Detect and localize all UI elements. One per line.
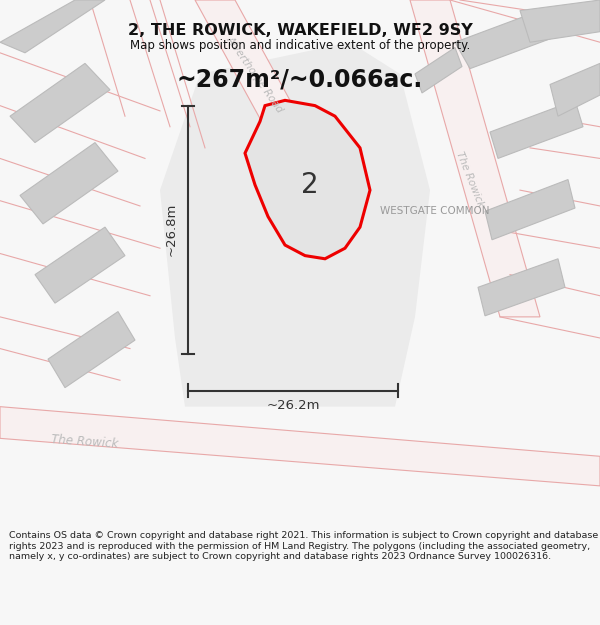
Text: WESTGATE COMMON: WESTGATE COMMON xyxy=(380,206,490,216)
Polygon shape xyxy=(20,142,118,224)
Text: ~26.8m: ~26.8m xyxy=(165,203,178,256)
Polygon shape xyxy=(0,407,600,486)
Polygon shape xyxy=(0,0,105,52)
Polygon shape xyxy=(478,259,565,316)
Text: Alverthorpe Road: Alverthorpe Road xyxy=(225,34,285,114)
Polygon shape xyxy=(520,0,600,42)
Polygon shape xyxy=(485,179,575,240)
Text: 2: 2 xyxy=(301,171,319,199)
Polygon shape xyxy=(550,63,600,116)
Polygon shape xyxy=(48,312,135,388)
Text: ~26.2m: ~26.2m xyxy=(266,399,320,412)
Polygon shape xyxy=(10,63,110,142)
Text: The Rowick: The Rowick xyxy=(454,150,486,209)
Polygon shape xyxy=(195,0,345,201)
Polygon shape xyxy=(455,11,555,69)
Text: 2, THE ROWICK, WAKEFIELD, WF2 9SY: 2, THE ROWICK, WAKEFIELD, WF2 9SY xyxy=(128,23,472,38)
Text: Map shows position and indicative extent of the property.: Map shows position and indicative extent… xyxy=(130,39,470,52)
Polygon shape xyxy=(160,42,430,407)
Text: ~267m²/~0.066ac.: ~267m²/~0.066ac. xyxy=(177,68,423,91)
Polygon shape xyxy=(35,227,125,303)
Polygon shape xyxy=(410,0,540,317)
Polygon shape xyxy=(415,48,462,93)
Polygon shape xyxy=(490,101,583,159)
Text: Contains OS data © Crown copyright and database right 2021. This information is : Contains OS data © Crown copyright and d… xyxy=(9,531,598,561)
Polygon shape xyxy=(245,101,370,259)
Text: The Rowick: The Rowick xyxy=(51,432,119,451)
